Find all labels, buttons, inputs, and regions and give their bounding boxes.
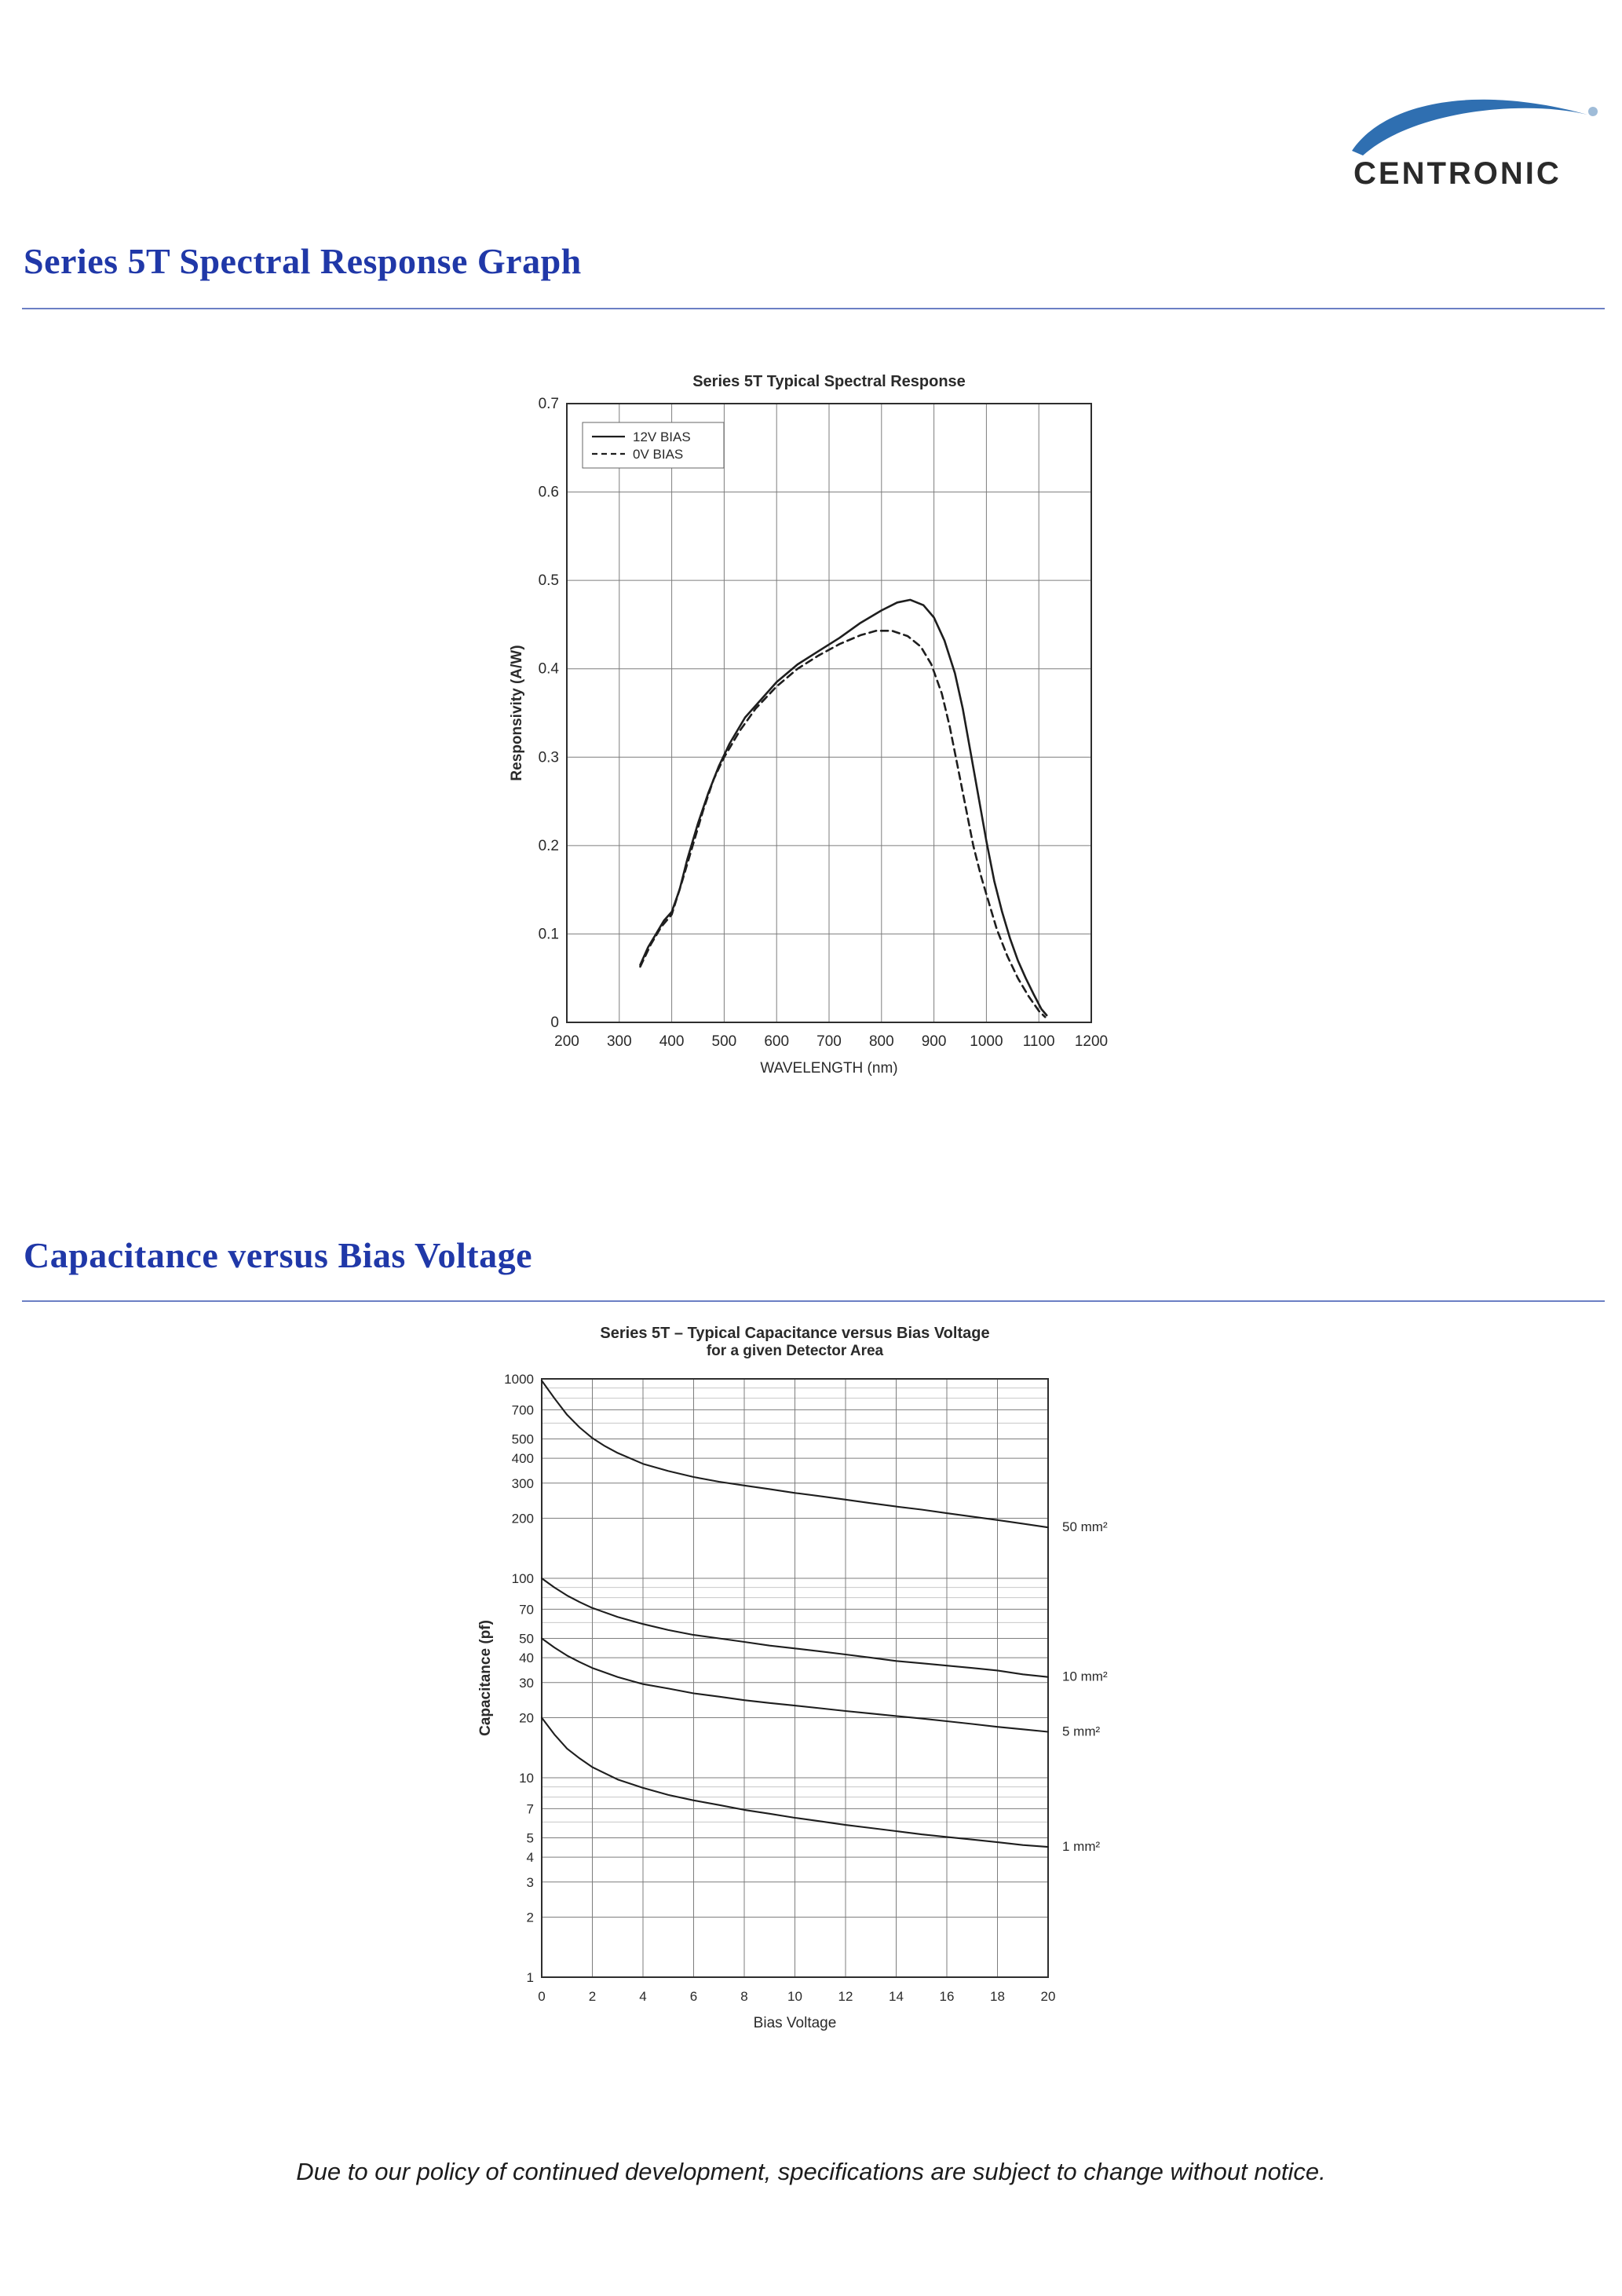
centronic-logo: CENTRONIC [1343, 83, 1602, 201]
plot-frame [566, 403, 1092, 1023]
heading-underline [22, 1300, 1605, 1302]
y-tick-label: 700 [512, 1402, 534, 1417]
heading-capacitance: Capacitance versus Bias Voltage [24, 1235, 532, 1275]
plot-frame [541, 1378, 1049, 1978]
series-label: 1 mm² [1062, 1839, 1101, 1854]
series-curve-3 [540, 1717, 1050, 1848]
spectral-response-chart: 200 300 400 500 600 700 800 900 1000 1100 1200 0 0.1… [501, 367, 1129, 1121]
y-tick-label: 200 [512, 1512, 534, 1526]
x-tick-label: 2 [589, 1989, 596, 2004]
legend-box [582, 422, 725, 469]
logo-swoosh-icon [1352, 99, 1587, 155]
series-label: 5 mm² [1062, 1724, 1101, 1738]
heading-underline [22, 308, 1605, 309]
x-tick-label: 18 [990, 1989, 1005, 2004]
x-axis-label: Bias Voltage [754, 2015, 837, 2031]
y-tick-label: 50 [519, 1631, 534, 1646]
x-tick-label: 200 [554, 1033, 579, 1050]
y-tick-label: 100 [512, 1571, 534, 1586]
x-tick-label: 1100 [1023, 1033, 1055, 1050]
x-tick-label: 300 [607, 1033, 632, 1050]
x-tick-label: 1000 [970, 1033, 1003, 1050]
legend-label: 12V BIAS [633, 430, 691, 444]
y-tick-label: 2 [527, 1910, 534, 1925]
x-tick-label: 0 [538, 1989, 545, 2004]
series-label: 50 mm² [1062, 1519, 1108, 1534]
gridlines [542, 1379, 1048, 1977]
x-tick-label: 900 [922, 1033, 947, 1050]
capacitance-bias-chart-svg: 0 2 4 6 8 10 12 14 16 18 2010007005004003002001007… [477, 1325, 1108, 2031]
legend-label: 0V BIAS [633, 447, 683, 462]
logo-dot-icon [1588, 107, 1598, 116]
y-tick-label: 1 [527, 1970, 534, 1985]
series-curve-0 [540, 1380, 1050, 1529]
x-tick-label: 16 [940, 1989, 955, 2004]
x-tick-label: 1200 [1075, 1033, 1108, 1050]
x-axis-label: WAVELENGTH (nm) [760, 1060, 897, 1077]
y-axis-label: Responsivity (A/W) [509, 645, 525, 781]
y-tick-label: 5 [527, 1830, 534, 1845]
y-tick-label: 4 [527, 1850, 534, 1865]
series-curve-2 [540, 1637, 1050, 1733]
x-tick-label: 400 [659, 1033, 685, 1050]
x-tick-label: 500 [712, 1033, 737, 1050]
centronic-logo-graphic: CENTRONIC [1352, 99, 1598, 191]
page-footer: Due to our policy of continued developme… [0, 2158, 1622, 2186]
y-tick-label: 0.1 [539, 926, 559, 942]
footer-note: Due to our policy of continued developme… [296, 2158, 1326, 2185]
gridlines [567, 404, 1091, 1022]
y-tick-label: 20 [519, 1711, 534, 1726]
x-tick-label: 6 [690, 1989, 697, 2004]
y-tick-label: 3 [527, 1875, 534, 1890]
y-tick-label: 0.7 [539, 396, 559, 412]
logo-text: CENTRONIC [1353, 156, 1562, 191]
series-curve-1 [540, 1577, 1050, 1678]
series-label: 10 mm² [1062, 1669, 1108, 1684]
tick-labels: 200 300 400 500 600 700 800 900 1000 1100 1200 0 0.1… [539, 396, 1109, 1050]
series-curve-0 [639, 598, 1048, 1017]
y-tick-label: 0.4 [539, 661, 560, 678]
chart-title: Series 5T – Typical Capacitance versus B… [600, 1325, 989, 1342]
y-tick-label: 0.3 [539, 749, 559, 766]
x-tick-label: 20 [1041, 1989, 1056, 2004]
chart-title: Series 5T Typical Spectral Response [692, 373, 966, 390]
y-tick-label: 7 [527, 1801, 534, 1816]
x-tick-label: 12 [838, 1989, 853, 2004]
y-tick-label: 30 [519, 1676, 534, 1691]
x-tick-label: 4 [639, 1989, 646, 2004]
y-tick-label: 1000 [504, 1372, 534, 1387]
series-curve-1 [639, 630, 1047, 1018]
legend: 12V BIAS 0V BIAS [582, 422, 725, 469]
y-tick-label: 0.6 [539, 484, 559, 501]
y-axis-label: Capacitance (pf) [477, 1620, 494, 1736]
x-tick-label: 10 [787, 1989, 802, 2004]
spectral-response-chart-svg: 200 300 400 500 600 700 800 900 1000 1100 1200 0 0.1… [509, 373, 1109, 1077]
y-tick-label: 300 [512, 1476, 534, 1491]
x-tick-label: 700 [816, 1033, 842, 1050]
capacitance-bias-chart: 0 2 4 6 8 10 12 14 16 18 20 1000 700 500 400 300 200 100 7… [469, 1321, 1160, 2067]
x-tick-label: 14 [889, 1989, 904, 2004]
heading-spectral-response: Series 5T Spectral Response Graph [24, 241, 582, 281]
chart-subtitle: for a given Detector Area [707, 1343, 884, 1359]
y-tick-label: 0.2 [539, 838, 559, 854]
y-tick-label: 400 [512, 1451, 534, 1466]
tick-labels: 0 2 4 6 8 10 12 14 16 18 2010007005004003002001007… [504, 1372, 1055, 2004]
y-tick-label: 0.5 [539, 572, 559, 589]
x-tick-label: 600 [764, 1033, 789, 1050]
y-tick-label: 70 [519, 1602, 534, 1617]
x-tick-label: 800 [869, 1033, 894, 1050]
y-tick-label: 40 [519, 1651, 534, 1665]
y-tick-label: 10 [519, 1771, 534, 1786]
y-tick-label: 500 [512, 1431, 534, 1446]
y-tick-label: 0 [550, 1015, 559, 1031]
x-tick-label: 8 [740, 1989, 747, 2004]
